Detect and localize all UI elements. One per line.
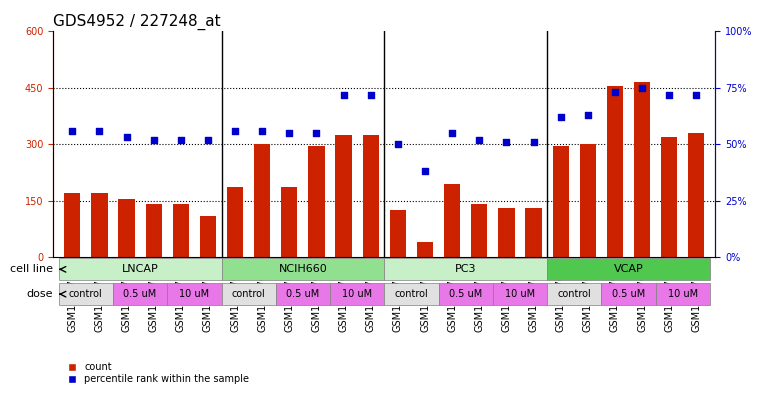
Text: 0.5 uM: 0.5 uM bbox=[123, 289, 157, 299]
Text: dose: dose bbox=[26, 289, 53, 299]
FancyBboxPatch shape bbox=[167, 283, 221, 305]
FancyBboxPatch shape bbox=[113, 283, 167, 305]
Point bbox=[310, 130, 323, 136]
FancyBboxPatch shape bbox=[384, 258, 547, 281]
Bar bbox=[634, 82, 650, 257]
Text: 0.5 uM: 0.5 uM bbox=[612, 289, 645, 299]
FancyBboxPatch shape bbox=[59, 283, 113, 305]
Bar bbox=[254, 144, 270, 257]
Bar bbox=[607, 86, 623, 257]
Bar bbox=[498, 208, 514, 257]
Text: control: control bbox=[557, 289, 591, 299]
FancyBboxPatch shape bbox=[601, 283, 656, 305]
Point bbox=[392, 141, 404, 147]
Bar bbox=[145, 204, 162, 257]
Bar bbox=[552, 146, 568, 257]
Bar bbox=[417, 242, 433, 257]
Text: 0.5 uM: 0.5 uM bbox=[449, 289, 482, 299]
Text: 10 uM: 10 uM bbox=[505, 289, 535, 299]
Bar bbox=[471, 204, 487, 257]
Bar bbox=[308, 146, 325, 257]
Text: control: control bbox=[69, 289, 103, 299]
FancyBboxPatch shape bbox=[384, 283, 438, 305]
Point bbox=[66, 127, 78, 134]
FancyBboxPatch shape bbox=[547, 283, 601, 305]
FancyBboxPatch shape bbox=[438, 283, 493, 305]
Point bbox=[419, 168, 431, 174]
FancyBboxPatch shape bbox=[221, 283, 275, 305]
Text: VCAP: VCAP bbox=[613, 264, 643, 274]
Point bbox=[609, 89, 621, 95]
Point bbox=[636, 84, 648, 91]
Point bbox=[148, 136, 160, 143]
Text: 0.5 uM: 0.5 uM bbox=[286, 289, 320, 299]
FancyBboxPatch shape bbox=[275, 283, 330, 305]
Bar bbox=[227, 187, 244, 257]
Bar bbox=[444, 184, 460, 257]
Point bbox=[446, 130, 458, 136]
Text: control: control bbox=[394, 289, 428, 299]
Text: 10 uM: 10 uM bbox=[667, 289, 698, 299]
Bar bbox=[362, 135, 379, 257]
Point bbox=[500, 139, 512, 145]
FancyBboxPatch shape bbox=[221, 258, 384, 281]
Text: NCIH660: NCIH660 bbox=[279, 264, 327, 274]
Bar bbox=[336, 135, 352, 257]
Point bbox=[120, 134, 132, 141]
Point bbox=[256, 127, 269, 134]
FancyBboxPatch shape bbox=[330, 283, 384, 305]
FancyBboxPatch shape bbox=[493, 283, 547, 305]
Point bbox=[581, 112, 594, 118]
Text: 10 uM: 10 uM bbox=[180, 289, 209, 299]
Point bbox=[94, 127, 106, 134]
Point bbox=[175, 136, 187, 143]
Bar bbox=[390, 210, 406, 257]
Point bbox=[365, 92, 377, 98]
Legend: count, percentile rank within the sample: count, percentile rank within the sample bbox=[58, 358, 253, 388]
Text: 10 uM: 10 uM bbox=[342, 289, 372, 299]
Bar bbox=[688, 133, 705, 257]
Point bbox=[338, 92, 350, 98]
Text: LNCAP: LNCAP bbox=[122, 264, 158, 274]
Text: control: control bbox=[232, 289, 266, 299]
FancyBboxPatch shape bbox=[656, 283, 710, 305]
Point bbox=[663, 92, 675, 98]
Bar bbox=[661, 137, 677, 257]
Point bbox=[473, 136, 486, 143]
Text: GDS4952 / 227248_at: GDS4952 / 227248_at bbox=[53, 14, 221, 30]
Text: cell line: cell line bbox=[10, 264, 53, 274]
Point bbox=[229, 127, 241, 134]
Point bbox=[202, 136, 214, 143]
FancyBboxPatch shape bbox=[59, 258, 221, 281]
Point bbox=[690, 92, 702, 98]
Point bbox=[527, 139, 540, 145]
Bar bbox=[173, 204, 189, 257]
Bar bbox=[525, 208, 542, 257]
Bar bbox=[282, 187, 298, 257]
Point bbox=[283, 130, 295, 136]
FancyBboxPatch shape bbox=[547, 258, 710, 281]
Bar bbox=[119, 199, 135, 257]
Bar bbox=[200, 216, 216, 257]
Text: PC3: PC3 bbox=[455, 264, 476, 274]
Point bbox=[555, 114, 567, 120]
Bar bbox=[64, 193, 81, 257]
Bar bbox=[91, 193, 107, 257]
Bar bbox=[580, 144, 596, 257]
